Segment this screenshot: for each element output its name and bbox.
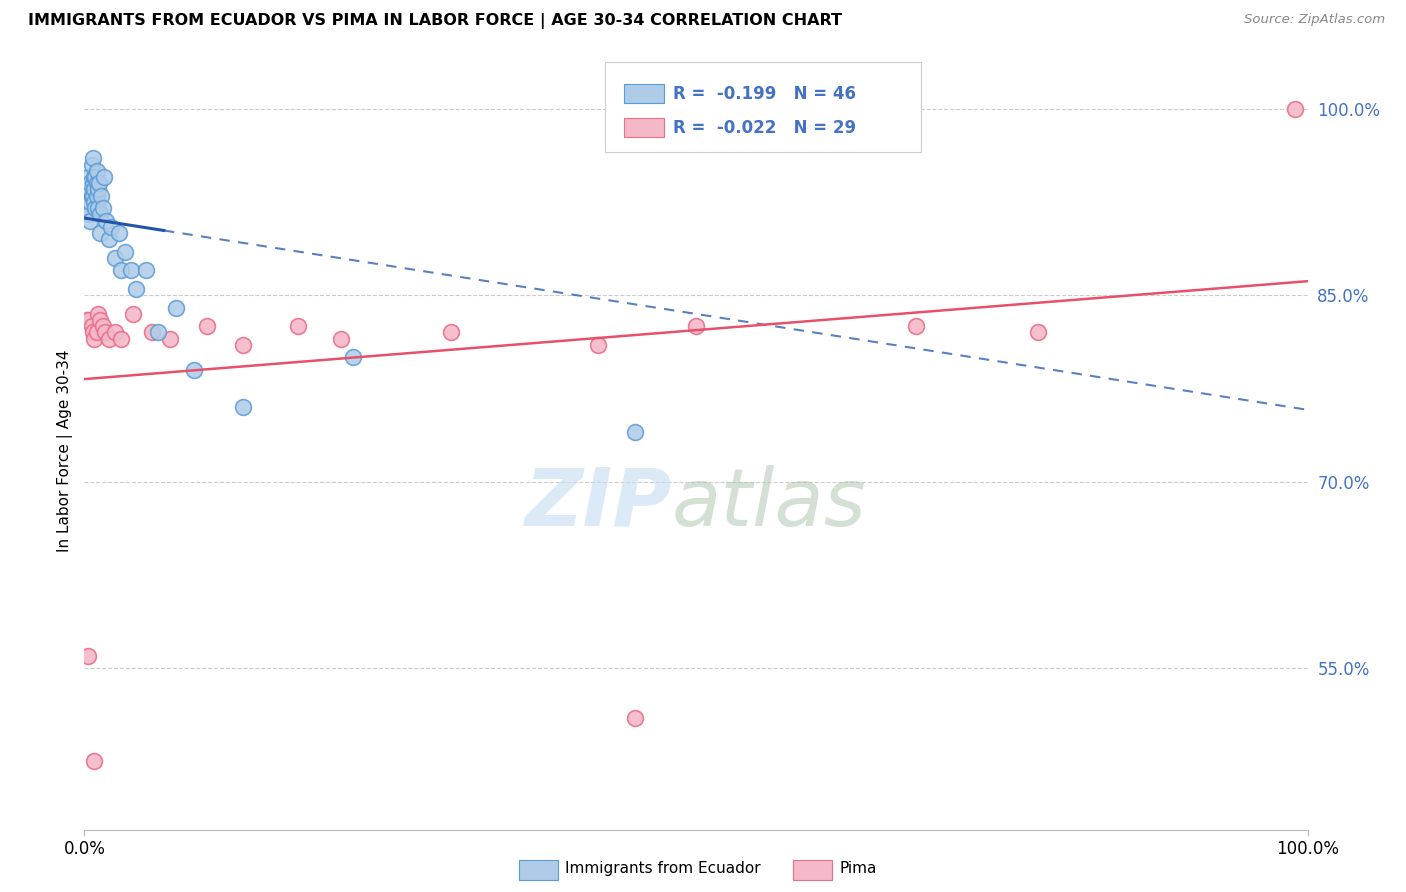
Point xyxy=(77,207,100,221)
Point xyxy=(82,152,104,166)
Point xyxy=(93,169,115,184)
Point xyxy=(104,326,127,340)
Point xyxy=(342,350,364,364)
Point xyxy=(141,326,163,340)
Point xyxy=(80,188,103,202)
Point xyxy=(183,362,205,376)
Point xyxy=(89,313,111,327)
Point xyxy=(83,332,105,346)
Point xyxy=(76,188,98,202)
Point xyxy=(83,754,105,768)
Point xyxy=(110,263,132,277)
Point xyxy=(685,319,707,334)
Point xyxy=(84,201,107,215)
Point xyxy=(77,182,100,196)
Point xyxy=(79,176,101,190)
Point xyxy=(80,158,103,172)
Point xyxy=(97,332,120,346)
Point xyxy=(1028,326,1050,340)
Point xyxy=(586,338,609,352)
Point xyxy=(232,338,254,352)
Point xyxy=(624,711,647,725)
Point xyxy=(624,425,647,439)
Point xyxy=(87,176,110,190)
Point xyxy=(77,313,100,327)
Point xyxy=(79,213,101,227)
Y-axis label: In Labor Force | Age 30-34: In Labor Force | Age 30-34 xyxy=(58,349,73,552)
Point xyxy=(159,332,181,346)
Point xyxy=(91,201,114,215)
Text: Source: ZipAtlas.com: Source: ZipAtlas.com xyxy=(1244,13,1385,27)
Point xyxy=(330,332,353,346)
Point xyxy=(87,201,110,215)
Point xyxy=(114,244,136,259)
Point xyxy=(77,648,100,663)
Text: Immigrants from Ecuador: Immigrants from Ecuador xyxy=(565,862,761,876)
Point xyxy=(77,169,100,184)
Text: IMMIGRANTS FROM ECUADOR VS PIMA IN LABOR FORCE | AGE 30-34 CORRELATION CHART: IMMIGRANTS FROM ECUADOR VS PIMA IN LABOR… xyxy=(28,13,842,29)
Point xyxy=(94,326,117,340)
Point xyxy=(82,188,104,202)
Text: R =  -0.199   N = 46: R = -0.199 N = 46 xyxy=(673,85,856,103)
Point xyxy=(82,326,104,340)
Point xyxy=(86,163,108,178)
Point xyxy=(165,301,187,315)
Point xyxy=(86,188,108,202)
Point xyxy=(100,219,122,234)
Point xyxy=(86,326,108,340)
Point xyxy=(97,232,120,246)
Point xyxy=(107,226,129,240)
Point xyxy=(77,201,100,215)
Point xyxy=(89,207,111,221)
Point xyxy=(135,263,157,277)
Point xyxy=(1284,102,1306,116)
Text: atlas: atlas xyxy=(672,465,866,542)
Point xyxy=(195,319,218,334)
Text: Pima: Pima xyxy=(839,862,877,876)
Text: R =  -0.022   N = 29: R = -0.022 N = 29 xyxy=(673,119,856,136)
Point xyxy=(287,319,309,334)
Point xyxy=(83,169,105,184)
Point xyxy=(76,313,98,327)
Text: ZIP: ZIP xyxy=(524,465,672,542)
Point xyxy=(120,263,142,277)
Point xyxy=(440,326,463,340)
Point xyxy=(783,102,806,116)
Point xyxy=(80,319,103,334)
Point xyxy=(96,213,118,227)
Point xyxy=(905,319,928,334)
Point xyxy=(146,326,169,340)
Point xyxy=(83,194,105,209)
Point xyxy=(87,182,110,196)
Point xyxy=(83,182,105,196)
Point xyxy=(232,400,254,414)
Point xyxy=(79,194,101,209)
Point xyxy=(110,332,132,346)
Point xyxy=(91,319,114,334)
Point xyxy=(82,176,104,190)
Point xyxy=(104,251,127,265)
Point xyxy=(87,307,110,321)
Point xyxy=(125,282,148,296)
Point xyxy=(84,169,107,184)
Point xyxy=(89,226,111,240)
Point xyxy=(86,176,108,190)
Point xyxy=(122,307,145,321)
Point xyxy=(90,188,112,202)
